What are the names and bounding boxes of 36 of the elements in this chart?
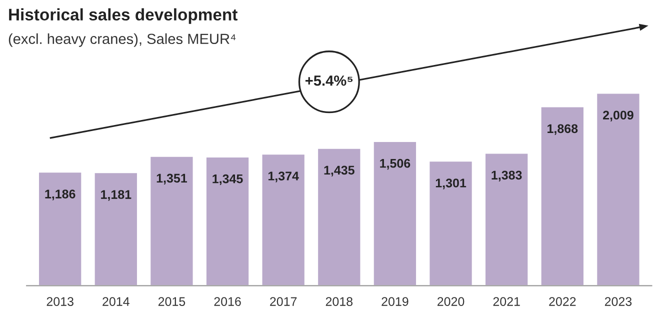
x-tick-label: 2023 [604, 297, 632, 306]
bar [260, 153, 306, 286]
bar [540, 106, 585, 286]
chart-subtitle: (excl. heavy cranes), Sales MEUR⁴ [8, 33, 236, 47]
data-label: 1,301 [436, 178, 466, 190]
data-label: 1,181 [101, 190, 132, 201]
data-label: 1,435 [324, 166, 354, 176]
bar [372, 140, 418, 286]
data-label: 1,345 [212, 174, 243, 186]
bar [149, 155, 194, 286]
x-tick-label: 2020 [438, 297, 464, 306]
x-tick-label: 2014 [102, 297, 130, 306]
bar [316, 147, 362, 286]
bar [38, 171, 83, 286]
x-tick-label: 2017 [270, 297, 297, 306]
bar [484, 152, 530, 286]
x-tick-label: 2018 [326, 297, 353, 306]
data-label: 1,374 [268, 172, 299, 182]
x-tick-label: 2016 [214, 297, 241, 306]
x-tick-label: 2021 [493, 297, 520, 306]
data-label: 1,868 [548, 124, 578, 135]
x-tick-label: 2013 [46, 297, 74, 306]
data-label: 1,506 [380, 158, 410, 170]
text: +5.4%⁵ [305, 75, 353, 86]
data-label: 1,351 [156, 174, 188, 184]
x-tick-label: 2015 [158, 297, 186, 306]
data-label: 1,383 [492, 170, 522, 182]
bar [428, 160, 474, 286]
bar [596, 92, 641, 286]
data-label: 1,186 [45, 190, 76, 200]
x-tick-label: 2022 [549, 297, 576, 306]
chart-title: Historical sales development [9, 8, 238, 24]
data-label: 2,009 [603, 110, 634, 122]
x-tick-label: 2019 [382, 297, 408, 306]
bar [93, 172, 138, 286]
bar [205, 156, 250, 286]
